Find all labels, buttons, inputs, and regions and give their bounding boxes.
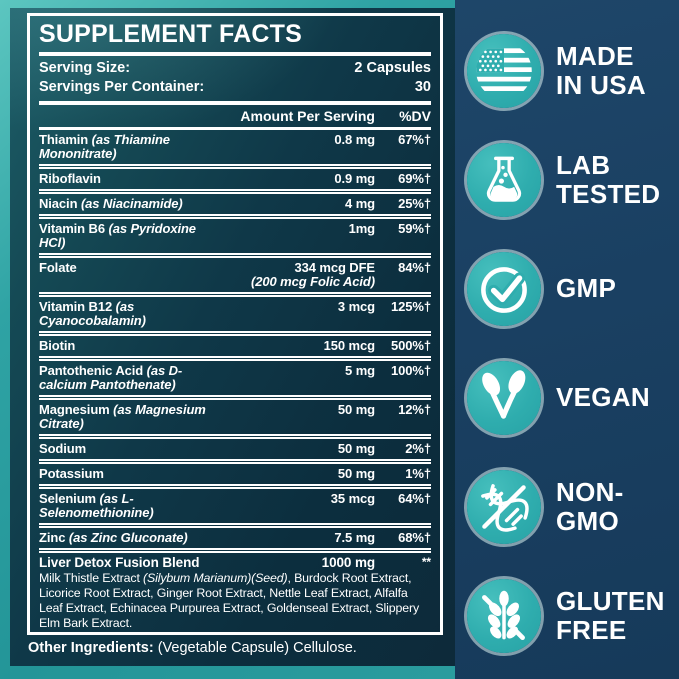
facts-table: SUPPLEMENT FACTS Serving Size: 2 Capsule… xyxy=(27,13,443,635)
nutrient-row: Vitamin B6 (as Pyridoxine HCl) 1mg 59%† xyxy=(39,219,431,258)
badge-gmp: GMP xyxy=(467,252,679,326)
blend-ingredients: Milk Thistle Extract (Silybum Marianum)(… xyxy=(39,571,419,631)
blend-amount: 1000 mg xyxy=(321,554,375,570)
us-flag-icon xyxy=(467,34,541,108)
badge-lab-tested: LAB TESTED xyxy=(467,143,679,217)
serving-size-row: Serving Size: 2 Capsules xyxy=(39,59,431,78)
nutrient-row: Biotin 150 mcg 500%† xyxy=(39,336,431,361)
wheat-crossed-icon xyxy=(467,579,541,653)
serving-size-label: Serving Size: xyxy=(39,59,131,76)
amount-column-header: Amount Per Serving xyxy=(240,107,375,124)
badge-label: MADE IN USA xyxy=(556,40,646,100)
other-ingredients-value: (Vegetable Capsule) Cellulose. xyxy=(153,640,357,656)
supplement-facts-panel: SUPPLEMENT FACTS Serving Size: 2 Capsule… xyxy=(0,0,455,679)
blend-dv: ** xyxy=(421,554,431,569)
servings-value: 30 xyxy=(414,78,431,95)
dna-crossed-icon xyxy=(467,470,541,544)
nutrient-row: Folate 334 mcg DFE (200 mcg Folic Acid) 8… xyxy=(39,258,431,298)
nutrient-row: Selenium (as L-Selenomethionine) 35 mcg … xyxy=(39,489,431,528)
badge-vegan: VEGAN xyxy=(467,361,679,435)
other-ingredients-label: Other Ingredients: xyxy=(28,640,154,656)
lab-flask-icon xyxy=(467,143,541,217)
nutrient-row: Potassium 50 mg 1%† xyxy=(39,464,431,489)
vegan-leaves-icon xyxy=(467,361,541,435)
badge-label: GLUTEN FREE xyxy=(556,585,665,645)
badge-non-gmo: NON- GMO xyxy=(467,470,679,544)
nutrient-row: Zinc (as Zinc Gluconate) 7.5 mg 68%† xyxy=(39,528,431,553)
serving-info: Serving Size: 2 Capsules Servings Per Co… xyxy=(39,56,431,105)
badge-label: LAB TESTED xyxy=(556,149,661,209)
badge-made-in-usa: MADE IN USA xyxy=(467,34,679,108)
blend-name: Liver Detox Fusion Blend xyxy=(39,554,200,570)
checkmark-circle-icon xyxy=(467,252,541,326)
badge-label: VEGAN xyxy=(556,382,650,413)
badge-column: MADE IN USA LAB TESTED xyxy=(455,0,679,679)
panel-background: SUPPLEMENT FACTS Serving Size: 2 Capsule… xyxy=(10,8,455,666)
nutrient-row: Magnesium (as Magnesium Citrate) 50 mg 1… xyxy=(39,400,431,440)
blend-liver-detox: Liver Detox Fusion Blend 1000 mg ** Milk… xyxy=(39,553,431,632)
badge-gluten-free: GLUTEN FREE xyxy=(467,579,679,653)
servings-per-container-row: Servings Per Container: 30 xyxy=(39,78,431,97)
nutrient-row: Sodium 50 mg 2%† xyxy=(39,439,431,464)
serving-size-value: 2 Capsules xyxy=(354,59,431,76)
panel-title: SUPPLEMENT FACTS xyxy=(39,16,431,56)
nutrient-row: Riboflavin 0.9 mg 69%† xyxy=(39,169,431,195)
servings-label: Servings Per Container: xyxy=(39,78,205,95)
column-header-row: Amount Per Serving %DV xyxy=(39,105,431,131)
nutrient-row: Vitamin B12 (as Cyanocobalamin) 3 mcg 12… xyxy=(39,297,431,337)
nutrient-row: Thiamin (as Thiamine Mononitrate) 0.8 mg… xyxy=(39,130,431,170)
nutrient-row: Niacin (as Niacinamide) 4 mg 25%† xyxy=(39,194,431,219)
badge-label: NON- GMO xyxy=(556,476,624,536)
nutrient-row: Pantothenic Acid (as D-calcium Pantothen… xyxy=(39,361,431,400)
dv-column-header: %DV xyxy=(399,107,431,124)
badge-label: GMP xyxy=(556,273,617,304)
other-ingredients: Other Ingredients: (Vegetable Capsule) C… xyxy=(10,635,455,657)
